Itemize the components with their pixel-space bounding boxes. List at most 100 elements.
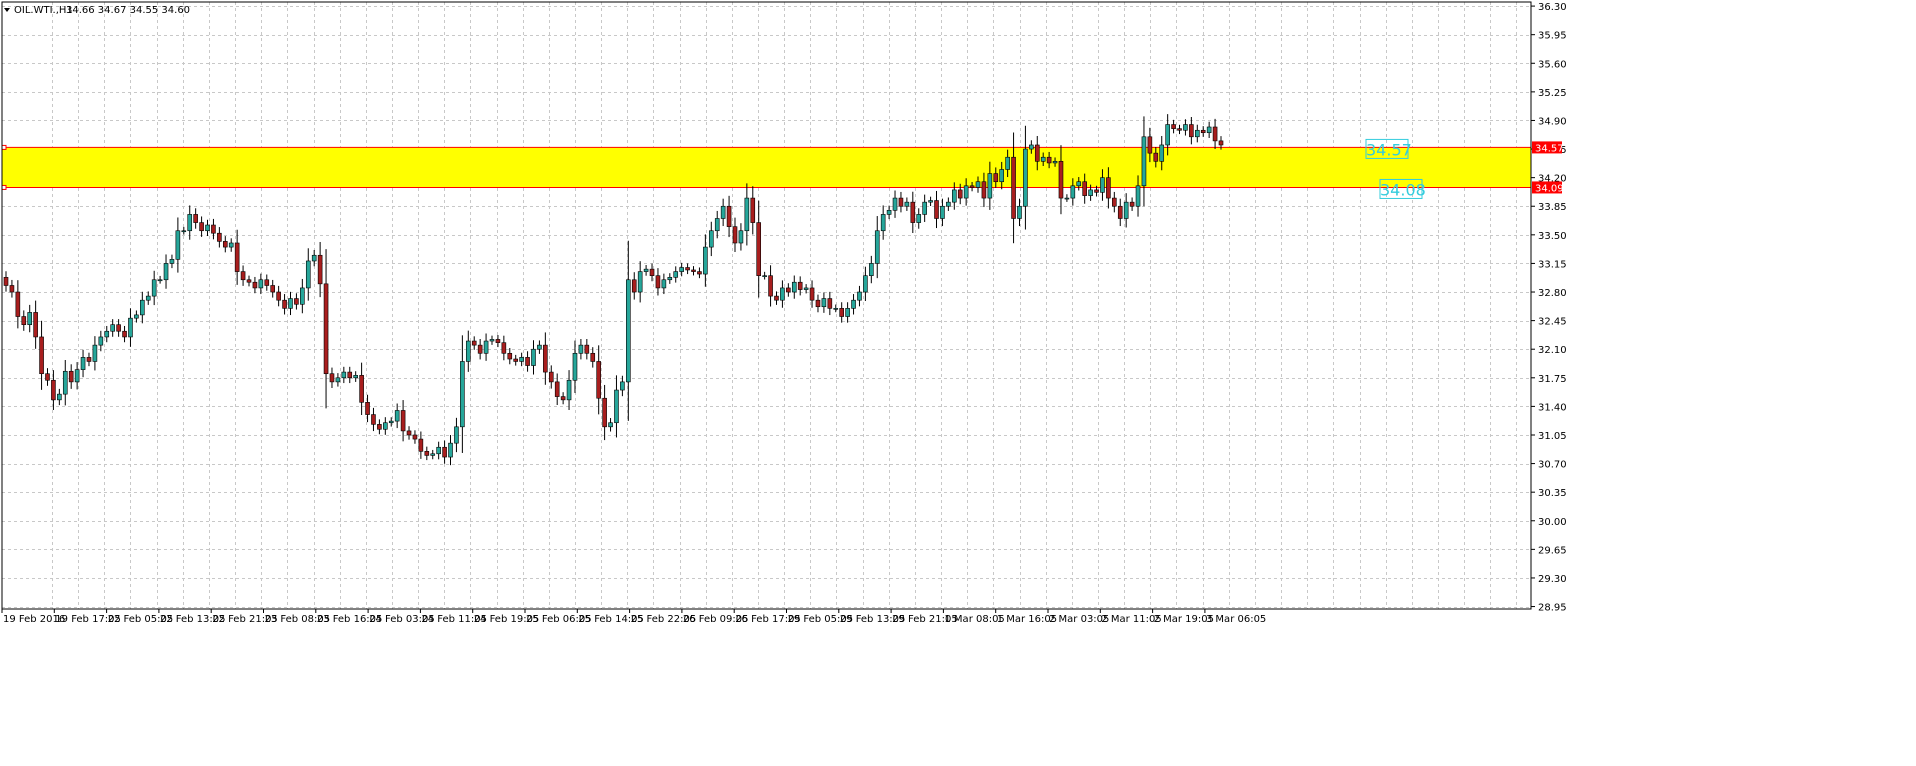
candle [738,223,744,251]
candle [371,407,376,432]
candle-body [406,430,412,436]
candle [1141,116,1147,207]
candle [839,302,844,323]
candle [940,198,945,227]
candle [827,291,833,316]
candle [489,335,495,345]
candle [803,284,809,294]
candle-body [181,230,187,233]
dropdown-arrow-icon[interactable] [4,8,10,12]
candle [460,335,465,453]
candle-body [608,422,613,428]
candle [1029,140,1034,154]
candle-body [317,254,323,285]
candle [222,236,228,253]
zone-upper-label-box [1365,138,1409,159]
candle-body [442,446,447,458]
candle-body [673,271,679,278]
y-tick-label: 32.10 [1538,345,1567,356]
candle [643,265,649,276]
candle [264,274,270,291]
candle-body [691,269,696,272]
candle-body [258,279,264,289]
candle-body [1123,201,1129,219]
candle [1212,118,1218,150]
candle [1200,126,1206,137]
candle-body [460,361,465,428]
upper-price-tag: 34.57 [1535,143,1564,154]
candle [851,294,856,315]
candle [774,291,779,305]
candle-body [1218,140,1224,146]
candle [353,371,358,382]
candle-body [282,299,287,309]
candle-body [128,317,133,338]
candle-body [483,340,489,354]
candle [436,441,441,460]
candle-body [762,275,767,277]
candle-body [205,224,210,232]
candle [874,216,880,279]
candle-body [365,402,370,415]
candle [1088,184,1093,201]
candle [57,388,62,406]
candle-body [335,377,341,383]
candle [596,345,601,415]
candle-body [1106,177,1111,199]
zone-fill-rect[interactable] [2,147,1531,188]
zone-lower-label: 34.08 [1380,180,1426,199]
candle [335,373,341,387]
candle [388,417,394,427]
lower-price-tag-bg [1532,181,1562,194]
candle [732,217,738,252]
candle-body [311,254,317,262]
candle-body [489,339,495,342]
candle [762,271,767,280]
candle [383,417,388,435]
candle-body [288,298,293,309]
x-tick-label: 25 Feb 14:05 [578,614,644,625]
zone-lower-handle[interactable] [1,184,7,190]
candle [128,308,133,347]
candle [1094,185,1099,197]
candle [483,333,489,361]
zone-upper-label: 34.57 [1366,140,1412,159]
support-resistance-zone[interactable] [1,144,1531,190]
candle-body [857,291,862,301]
candle [1070,178,1076,206]
zone-upper-handle[interactable] [1,144,7,150]
y-tick-label: 34.20 [1538,174,1567,185]
candle-body [969,185,975,188]
candle [1135,175,1141,217]
candle [537,340,542,354]
candle-body [276,291,281,301]
candle [199,216,204,237]
candle [614,375,619,438]
y-tick-label: 29.65 [1538,545,1567,556]
candle [786,283,791,297]
candle-body [519,357,524,362]
candle-body [51,379,56,401]
candle-body [993,173,999,183]
candle-body [1094,189,1099,193]
candle-body [39,336,44,375]
candle-body [175,230,181,260]
candle-body [685,267,690,271]
candle [898,191,904,213]
candle [234,229,240,285]
candle-body [596,361,601,399]
candle-body [774,295,779,301]
candle-body [1011,156,1016,219]
candle-body [33,312,38,338]
candle-body [631,279,637,293]
candle-body [756,222,762,276]
candle [1147,127,1153,163]
candle-body [1070,185,1076,199]
candle [946,197,951,211]
candle [507,348,513,365]
candle-body [412,434,418,440]
axis-price-tags: 34.57 34.09 [1532,141,1564,194]
candle-body [643,268,649,272]
